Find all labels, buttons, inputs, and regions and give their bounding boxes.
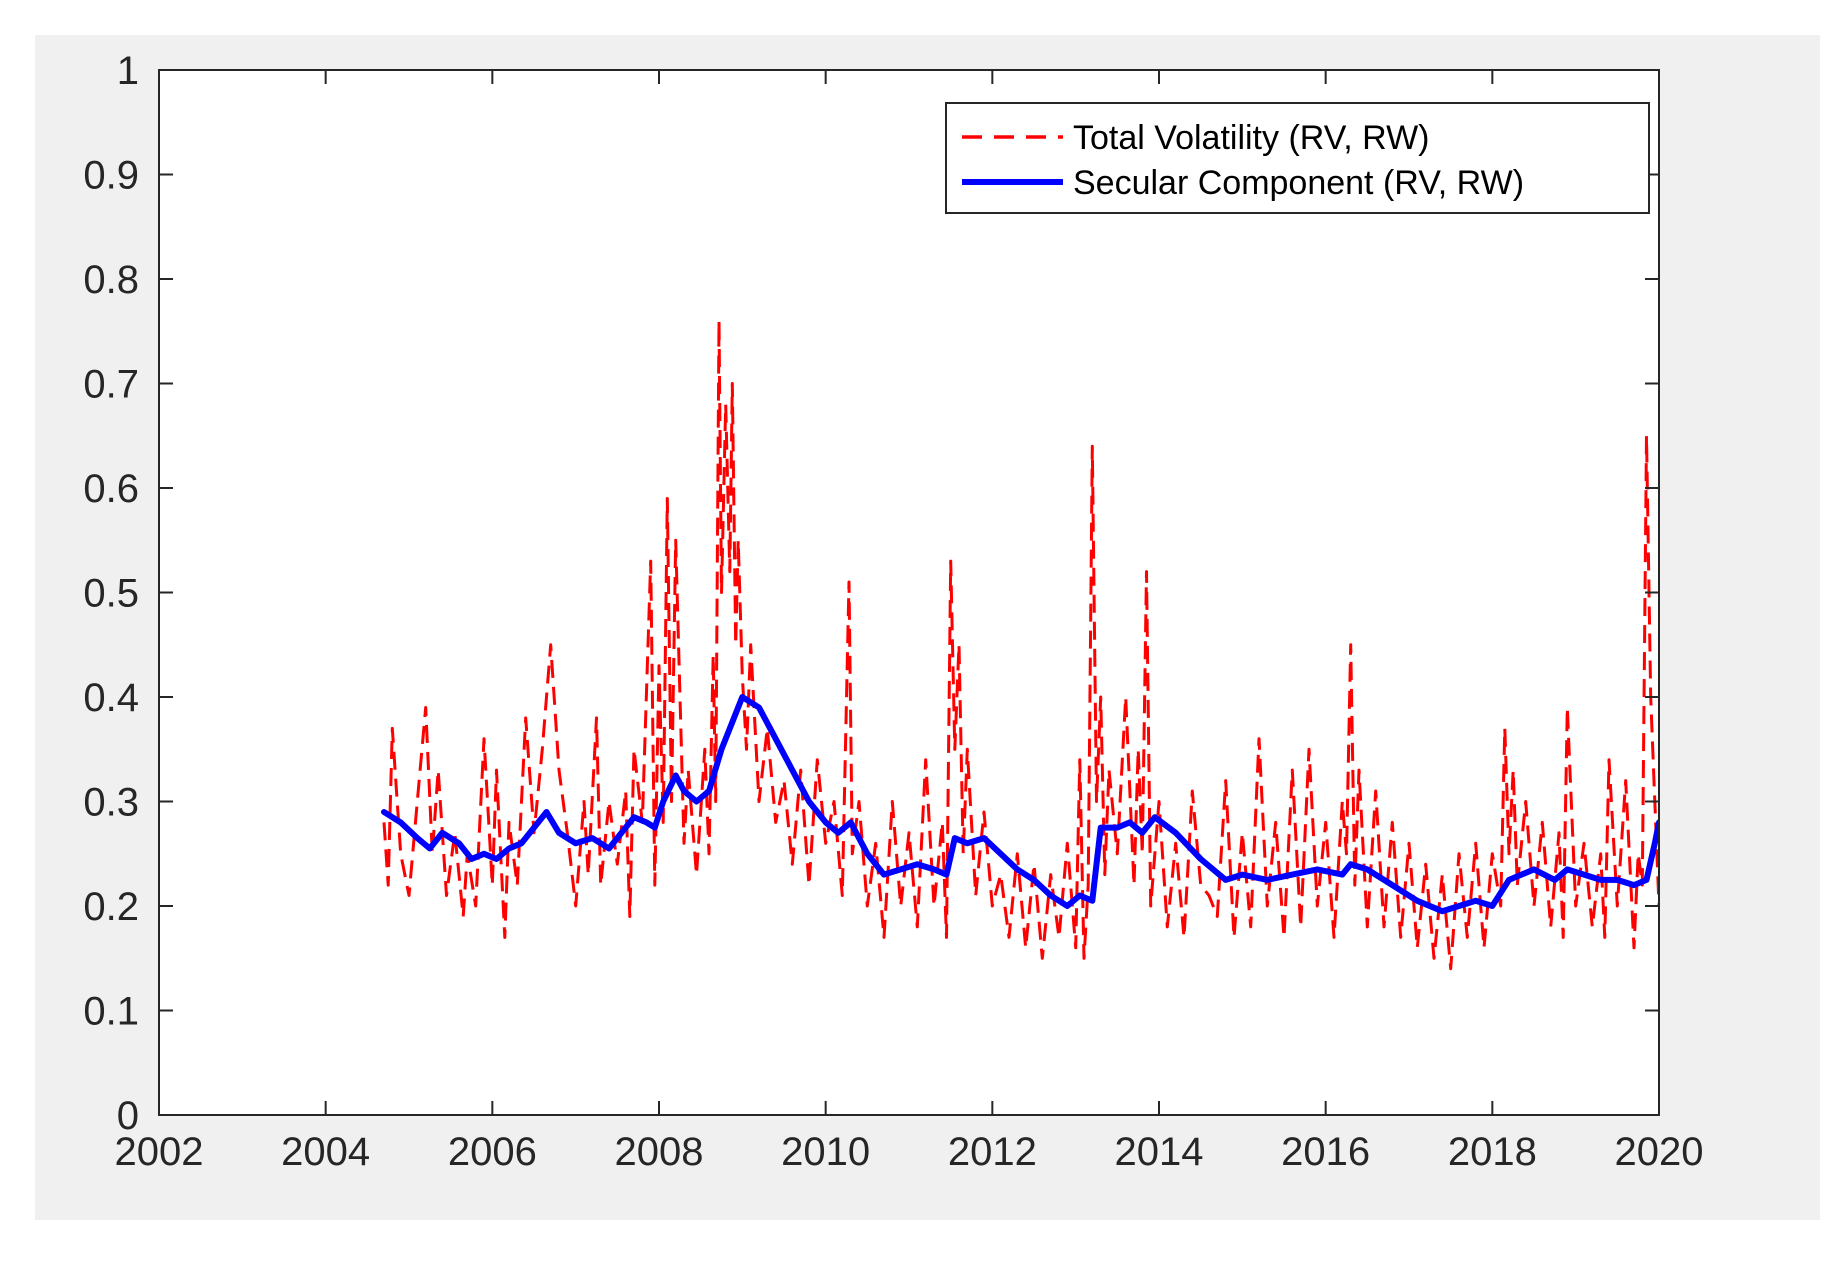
y-tick-label: 0 [117,1094,139,1138]
figure-background: 2002 2004 2006 2008 2010 2012 2014 2016 2018 2020… [35,35,1820,1220]
y-tick-label: 0.5 [83,572,139,616]
x-tick-label: 2010 [781,1130,870,1174]
x-tick-label: 2008 [615,1130,704,1174]
y-tick-label: 0.9 [83,154,139,198]
x-tick-label: 2002 [115,1130,204,1174]
x-tick-label: 2012 [948,1130,1037,1174]
x-tick-label: 2014 [1115,1130,1204,1174]
x-tick-label: 2016 [1281,1130,1370,1174]
legend-box [945,102,1650,214]
legend-label-secular-component: Secular Component (RV, RW) [1073,164,1524,202]
x-tick-label: 2018 [1448,1130,1537,1174]
volatility-chart: 2002 2004 2006 2008 2010 2012 2014 2016 2018 2020… [83,49,1704,1174]
y-tick-label: 1 [117,49,139,93]
legend: Total Volatility (RV, RW) Secular Compon… [945,102,1650,214]
series-line-secular-component [381,694,1659,915]
y-tick-label: 0.3 [83,781,139,825]
x-tick-label: 2006 [448,1130,537,1174]
y-tick-label: 0.1 [83,990,139,1034]
y-tick-label: 0.6 [83,467,139,511]
x-tick-label: 2004 [281,1130,370,1174]
legend-label-total-volatility: Total Volatility (RV, RW) [1073,119,1430,157]
x-tick-label: 2020 [1615,1130,1704,1174]
y-tick-label: 0.7 [83,363,139,407]
plot-area [159,70,1659,1115]
y-tick-label: 0.8 [83,258,139,302]
y-tick-label: 0.2 [83,885,139,929]
y-tick-label: 0.4 [83,676,139,720]
